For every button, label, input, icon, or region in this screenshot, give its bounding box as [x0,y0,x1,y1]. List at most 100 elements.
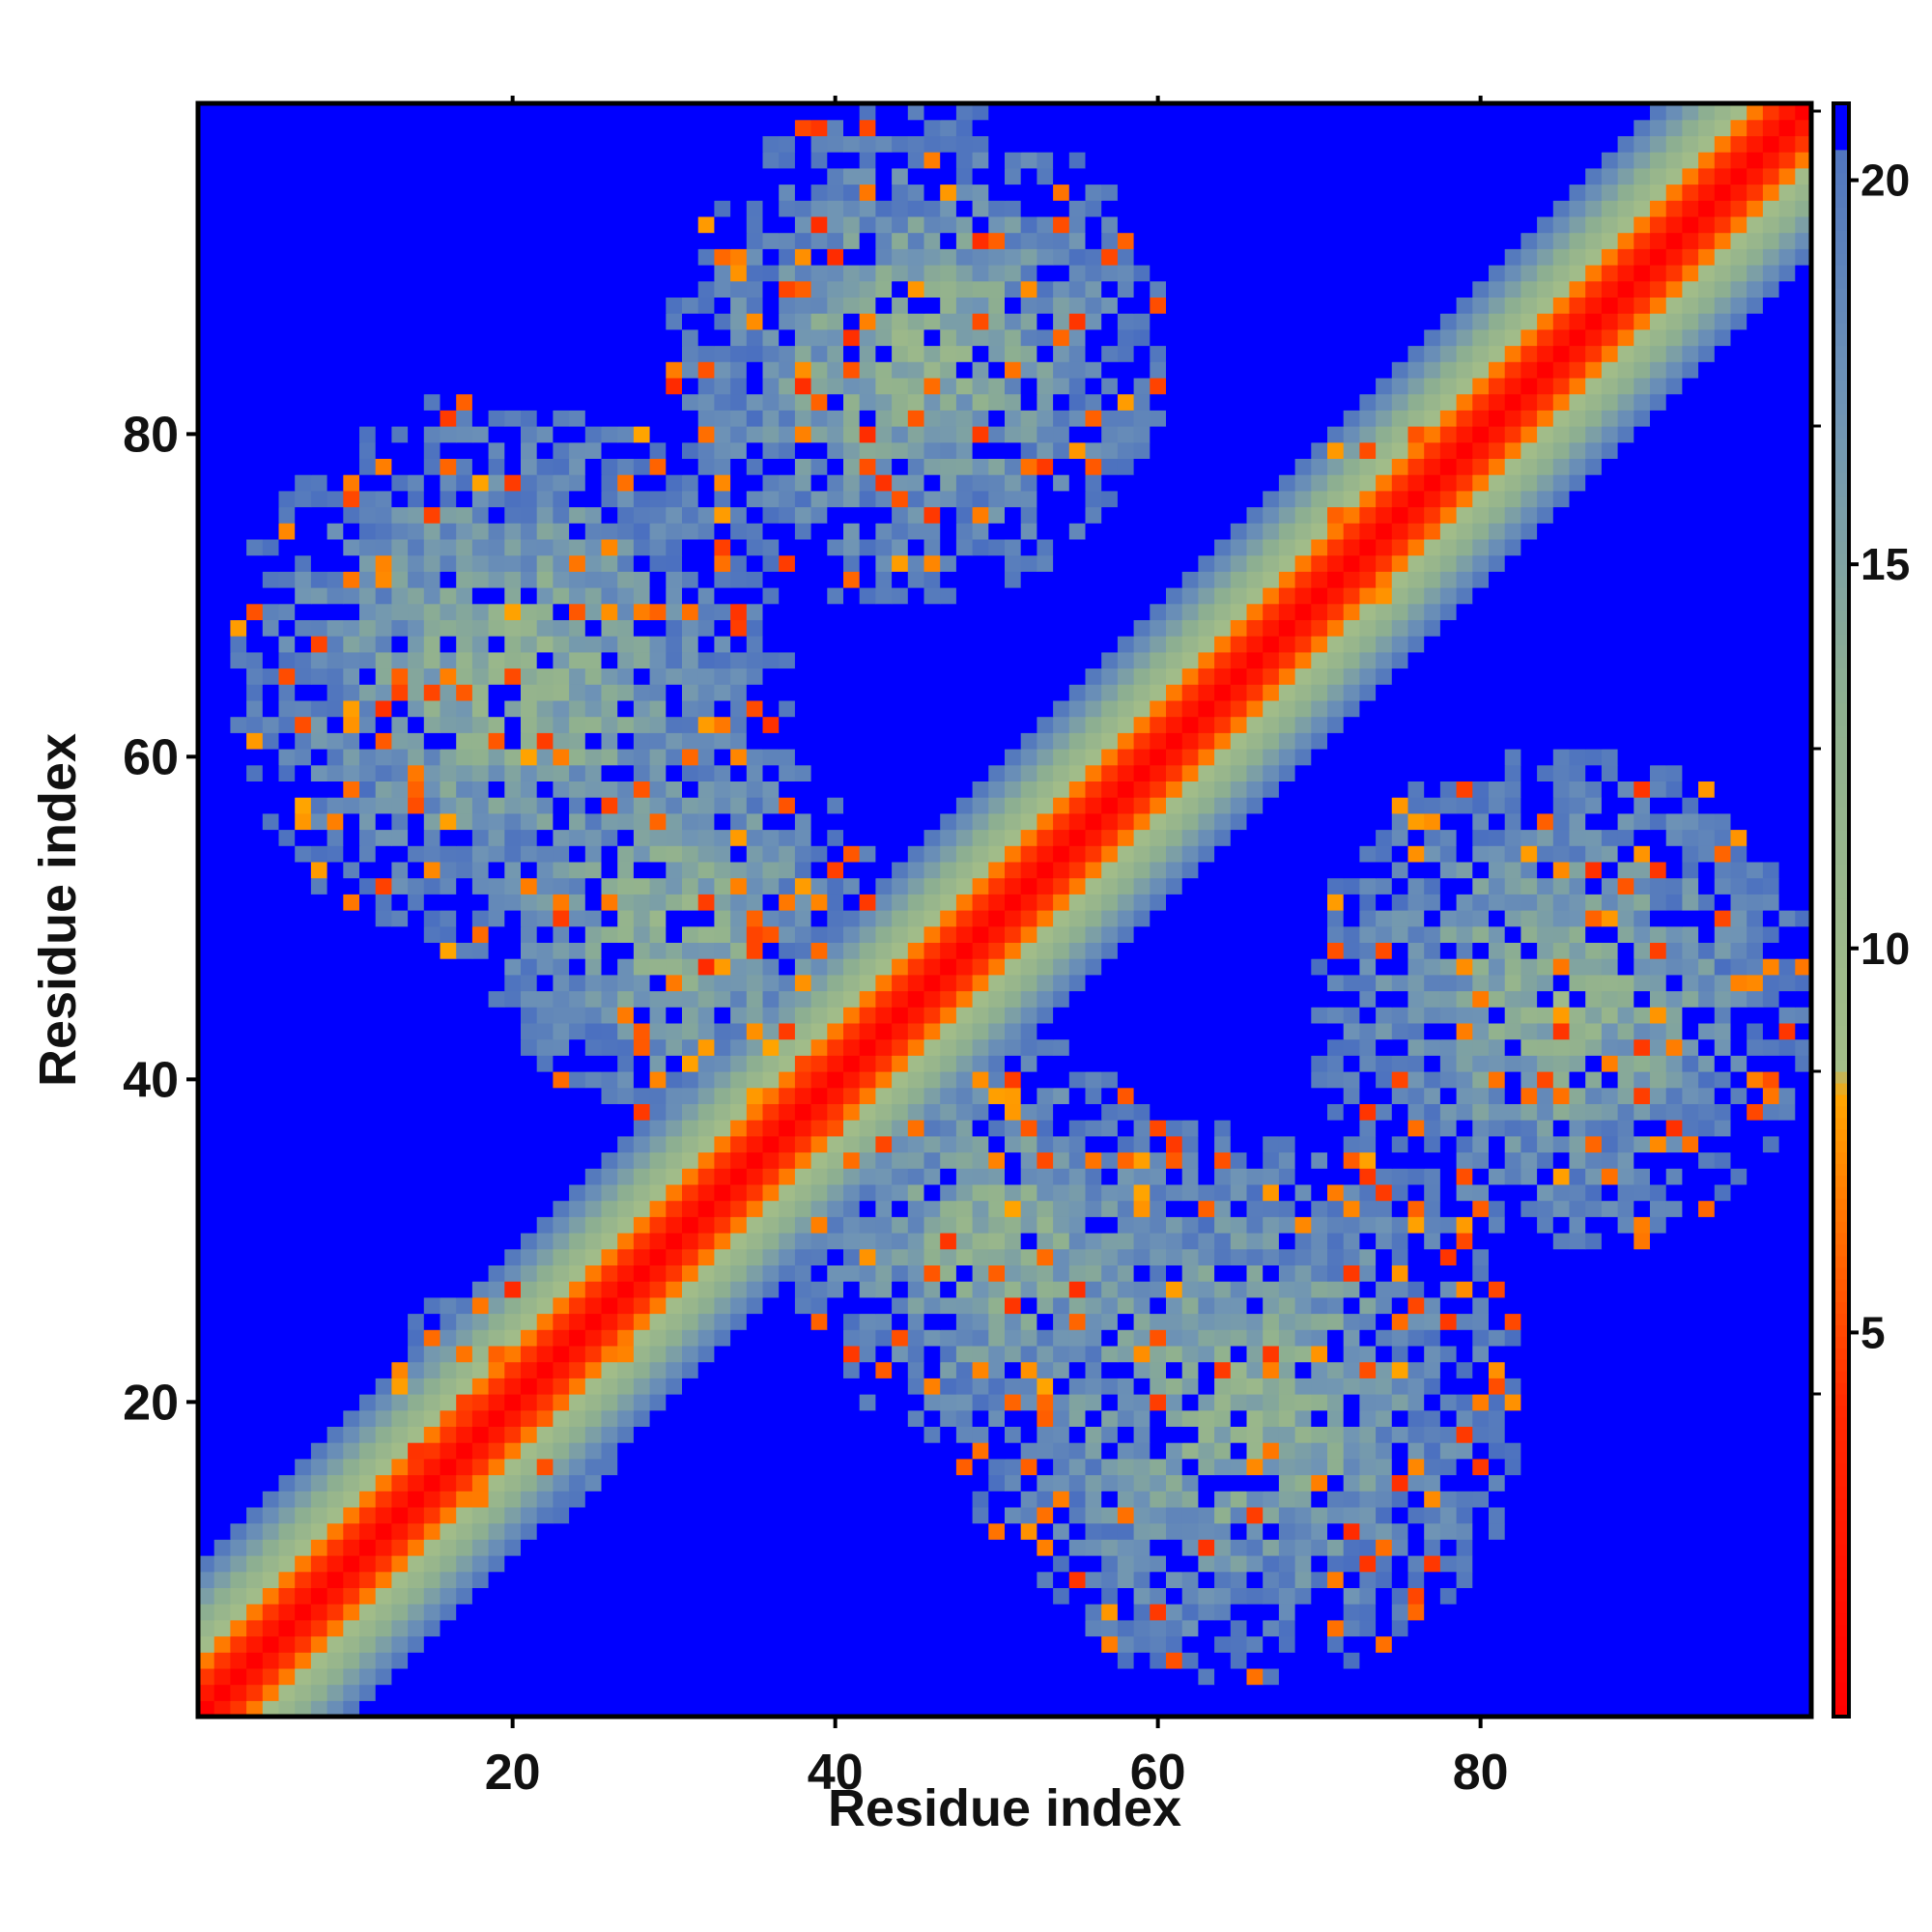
heatmap-cell [423,1409,441,1427]
heatmap-cell [810,1474,828,1492]
heatmap-cell [1665,1700,1683,1718]
heatmap-cell [310,1426,328,1443]
heatmap-cell [278,1619,296,1637]
heatmap-cell [536,1296,554,1315]
heatmap-cell [488,1409,505,1427]
heatmap-cell [955,1183,974,1202]
heatmap-cell [1391,1378,1409,1395]
heatmap-cell [633,1652,651,1669]
heatmap-cell [666,1183,683,1202]
heatmap-cell [1068,1183,1087,1202]
heatmap-cell [1246,1700,1264,1718]
heatmap-cell [408,1087,425,1104]
heatmap-cell [1585,1506,1603,1524]
heatmap-cell [892,1120,909,1137]
heatmap-cell [1472,1135,1490,1153]
heatmap-cell [892,1345,909,1363]
heatmap-cell [1747,1055,1764,1072]
heatmap-cell [1778,1071,1796,1089]
heatmap-cell [617,925,635,943]
heatmap-cell [343,1700,360,1718]
heatmap-cell [1376,1409,1393,1427]
heatmap-cell [246,1394,264,1411]
heatmap-cell [907,1522,925,1540]
heatmap-cell [892,1604,909,1621]
heatmap-cell [375,1491,392,1508]
heatmap-cell [310,1491,328,1508]
heatmap-cell [1166,1071,1183,1089]
heatmap-cell [1020,1555,1037,1573]
heatmap-cell [730,1604,748,1621]
heatmap-cell [262,1120,280,1137]
heatmap-cell [1343,1684,1360,1701]
heatmap-cell [1424,1313,1441,1330]
heatmap-cell [1439,990,1458,1008]
heatmap-cell [553,1007,570,1024]
heatmap-cell [746,1378,764,1395]
heatmap-cell [1359,1458,1377,1476]
heatmap-cell [423,1491,441,1508]
heatmap-cell [1424,1281,1441,1298]
heatmap-cell [955,1313,974,1330]
heatmap-cell [1650,1555,1667,1573]
heatmap-cell [536,1168,554,1185]
heatmap-cell [1376,1233,1393,1250]
heatmap-cell [1489,1038,1506,1056]
heatmap-cell [1537,1474,1554,1492]
heatmap-cell [327,1103,344,1121]
heatmap-cell [1730,990,1747,1008]
heatmap-cell [649,1522,667,1540]
heatmap-cell [730,1183,748,1202]
heatmap-cell [1634,1587,1651,1605]
heatmap-cell [1230,1522,1248,1540]
heatmap-cell [1037,1233,1054,1250]
heatmap-cell [1504,942,1521,959]
heatmap-cell [1037,1684,1054,1701]
heatmap-cell [198,1233,215,1250]
heatmap-cell [682,1587,699,1605]
heatmap-cell [714,1409,731,1427]
heatmap-cell [779,1264,796,1282]
heatmap-cell [907,990,925,1008]
heatmap-cell [1343,1313,1360,1330]
heatmap-cell [1181,1604,1199,1621]
heatmap-cell [310,1183,328,1202]
heatmap-cell [843,1233,861,1250]
heatmap-cell [1376,925,1393,943]
heatmap-cell [553,1378,570,1395]
heatmap-cell [1376,1103,1393,1121]
heatmap-cell [746,1345,764,1363]
heatmap-cell [649,1007,667,1024]
heatmap-cell [1263,925,1280,943]
heatmap-cell [843,1474,861,1492]
heatmap-cell [521,1103,538,1121]
heatmap-cell [1569,1007,1586,1024]
heatmap-cell [1552,1491,1571,1508]
heatmap-cell [972,1506,989,1524]
heatmap-cell [198,1168,215,1185]
heatmap-cell [1005,1652,1022,1669]
heatmap-cell [327,990,344,1008]
heatmap-cell [1101,1458,1119,1476]
heatmap-cell [584,1183,603,1202]
heatmap-cell [1424,1120,1441,1137]
heatmap-cell [1311,1539,1328,1556]
heatmap-cell [859,1426,876,1443]
heatmap-cell [1504,1103,1521,1121]
heatmap-cell [697,1652,715,1669]
heatmap-cell [1407,1555,1425,1573]
heatmap-cell [262,1135,280,1153]
heatmap-cell [1343,1491,1360,1508]
heatmap-cell [1472,1491,1490,1508]
heatmap-cell [1166,1168,1183,1185]
heatmap-cell [343,1151,360,1169]
heatmap-cell [359,1022,377,1040]
heatmap-cell [310,974,328,992]
heatmap-cell [1327,1409,1345,1427]
heatmap-cell [343,1458,360,1476]
heatmap-cell [810,1345,828,1363]
heatmap-cell [262,1409,280,1427]
heatmap-cell [471,942,490,959]
heatmap-cell [1617,1296,1634,1315]
heatmap-cell [1150,1522,1167,1540]
